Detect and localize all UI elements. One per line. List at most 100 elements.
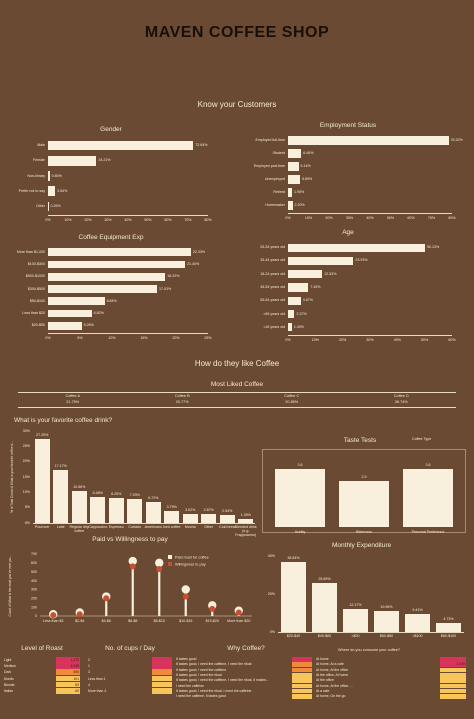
most-liked-column-header: Coffee C	[284, 394, 300, 398]
employment-tick-label: 10%	[304, 216, 313, 220]
paid-vs-willingness-category-label: $2-$4	[75, 619, 84, 623]
where_consume-row-label: At the office	[316, 678, 334, 683]
favorite_drink-category-label: Cappuccino	[88, 525, 108, 529]
employment-bar	[288, 175, 301, 184]
favorite_drink-category-label: Cold brew	[219, 525, 236, 529]
paid-vs-willingness-title: Paid vs Willingness to pay	[92, 536, 168, 543]
paid-vs-willingness-tick-label: 700	[31, 552, 37, 556]
monthly_expenditure-bar	[405, 614, 430, 632]
gender-data-label: 0.80%	[51, 173, 62, 178]
gender-data-label: 3.54%	[57, 188, 68, 193]
favorite_drink-category-label: Espresso	[108, 525, 124, 529]
equipment-data-label: 5.26%	[83, 323, 94, 328]
employment-bar	[288, 201, 293, 210]
favorite_drink-bar	[71, 490, 87, 523]
age-data-label: 12.53%	[324, 271, 337, 276]
equipment-category-label: $500-$1000	[25, 274, 45, 279]
favorite_drink-bar	[108, 497, 124, 523]
age-data-label: 50.13%	[427, 245, 440, 250]
gender-tick-label: 50%	[144, 218, 152, 222]
level_of_roast-row-label: Blonde	[4, 682, 15, 687]
gender-tick-label: 20%	[84, 218, 92, 222]
monthly_expenditure-category-label: $20-$40	[286, 634, 301, 638]
level_of_roast-row-label: Light	[4, 658, 12, 662]
favorite_drink-tick-label: 10%	[22, 489, 30, 494]
equipment-tick-label: 5%	[77, 336, 83, 340]
monthly_expenditure-data-label: 10.96%	[380, 605, 393, 610]
taste-tests-data-label: 3.6	[297, 463, 303, 468]
where_consume-row-label: At the office, At home	[316, 672, 349, 677]
why_coffee-row-label: It tastes good, I need the caffeine, I n…	[176, 678, 269, 683]
willingness-point	[156, 566, 163, 573]
gender-bar	[48, 186, 56, 196]
equipment-tick-label: 25%	[204, 336, 212, 340]
why_coffee-title: Why Coffee?	[227, 645, 265, 652]
equipment-bar	[48, 248, 191, 256]
paid-vs-willingness-tick-label: 400	[31, 579, 37, 583]
why_coffee-cell	[292, 662, 312, 667]
paid-vs-willingness-category-label: Less than $2	[43, 619, 64, 623]
monthly_expenditure-data-label: 36.84%	[287, 556, 300, 560]
favorite_drink-bar	[53, 470, 69, 523]
age-bar	[288, 243, 426, 252]
employment-tick-label: 50%	[386, 216, 395, 220]
age-category-label: 18-24 years old	[260, 271, 285, 276]
age-bar	[288, 270, 323, 279]
gender-category-label: Prefer not to say	[18, 188, 45, 193]
paid-vs-willingness-tick-label: 500	[31, 570, 37, 574]
favorite_drink-data-label: 3.79%	[166, 505, 177, 510]
favorite_drink-bar	[182, 513, 198, 523]
employment-category-label: Homemaker	[265, 203, 285, 207]
paid-vs-willingness-category-label: $15-$20	[206, 619, 219, 623]
favorite_drink-bar	[164, 511, 180, 523]
where_consume-row-label: At home, On the go	[316, 694, 346, 699]
age-tick-label: 60%	[448, 338, 456, 342]
cups_per_day-title: No. of cups / Day	[105, 645, 155, 652]
employment-category-label: Retired	[273, 190, 285, 194]
where_consume-row-label: At home, At the office	[316, 667, 349, 672]
employment-data-label: 5.89%	[302, 177, 313, 181]
favorite_drink-data-label: 10.56%	[73, 484, 86, 489]
employment-bar	[288, 149, 302, 158]
paid-most-point	[181, 585, 190, 594]
age-data-label: 23.93%	[355, 258, 368, 263]
level_of_roast-row-label: Nordic	[4, 676, 14, 681]
age-tick-label: 40%	[393, 338, 401, 342]
age-category-label: <18 years old	[263, 324, 285, 329]
where_consume-cell	[440, 672, 466, 678]
willingness-point	[129, 563, 136, 570]
age-axis	[288, 335, 452, 336]
cups_per_day-cell	[152, 669, 172, 675]
gender-tick-label: 0%	[45, 218, 51, 222]
monthly_expenditure-tick-label: 20%	[267, 591, 275, 596]
equipment-tick-label: 0%	[45, 336, 51, 340]
equipment-bar	[48, 285, 157, 293]
favorite_drink-category-label: Blended drink (e.g. Frappuccino)	[234, 525, 257, 537]
cups_per_day-cell	[152, 675, 172, 682]
paid-vs-willingness-category-label: More than $20	[227, 619, 250, 623]
paid-vs-willingness-tick-label: 0	[35, 614, 37, 618]
gender-bar	[48, 156, 97, 166]
employment-tick-label: 70%	[427, 216, 436, 220]
employment-category-label: Unemployed	[264, 177, 285, 181]
gender-category-label: Other	[36, 203, 45, 208]
employment-bar	[288, 136, 449, 145]
favorite_drink-tick-label: 30%	[22, 428, 30, 433]
employment-data-label: 2.20%	[294, 203, 305, 207]
gender-category-label: Female	[33, 158, 45, 163]
employment-data-label: 6.46%	[303, 151, 314, 155]
age-category-label: >65 years old	[263, 311, 285, 316]
age-data-label: 7.45%	[310, 285, 321, 289]
paid-vs-willingness-tick-label: 600	[31, 561, 37, 565]
age-bar	[288, 283, 309, 292]
favorite_drink-category-label: Cortado	[128, 525, 142, 529]
taste-tests-data-label: 3.6	[425, 463, 431, 468]
monthly_expenditure-category-label: >$100	[412, 634, 423, 638]
employment-data-label: 5.14%	[300, 164, 311, 168]
equipment-data-label: 8.84%	[106, 298, 117, 303]
why_coffee-cell	[292, 672, 312, 678]
why_coffee-cell	[292, 667, 312, 673]
age-category-label: 45-54 years old	[260, 285, 285, 289]
employment-bar	[288, 162, 299, 171]
taste-tests-category-label: Personal Preference	[411, 530, 445, 534]
